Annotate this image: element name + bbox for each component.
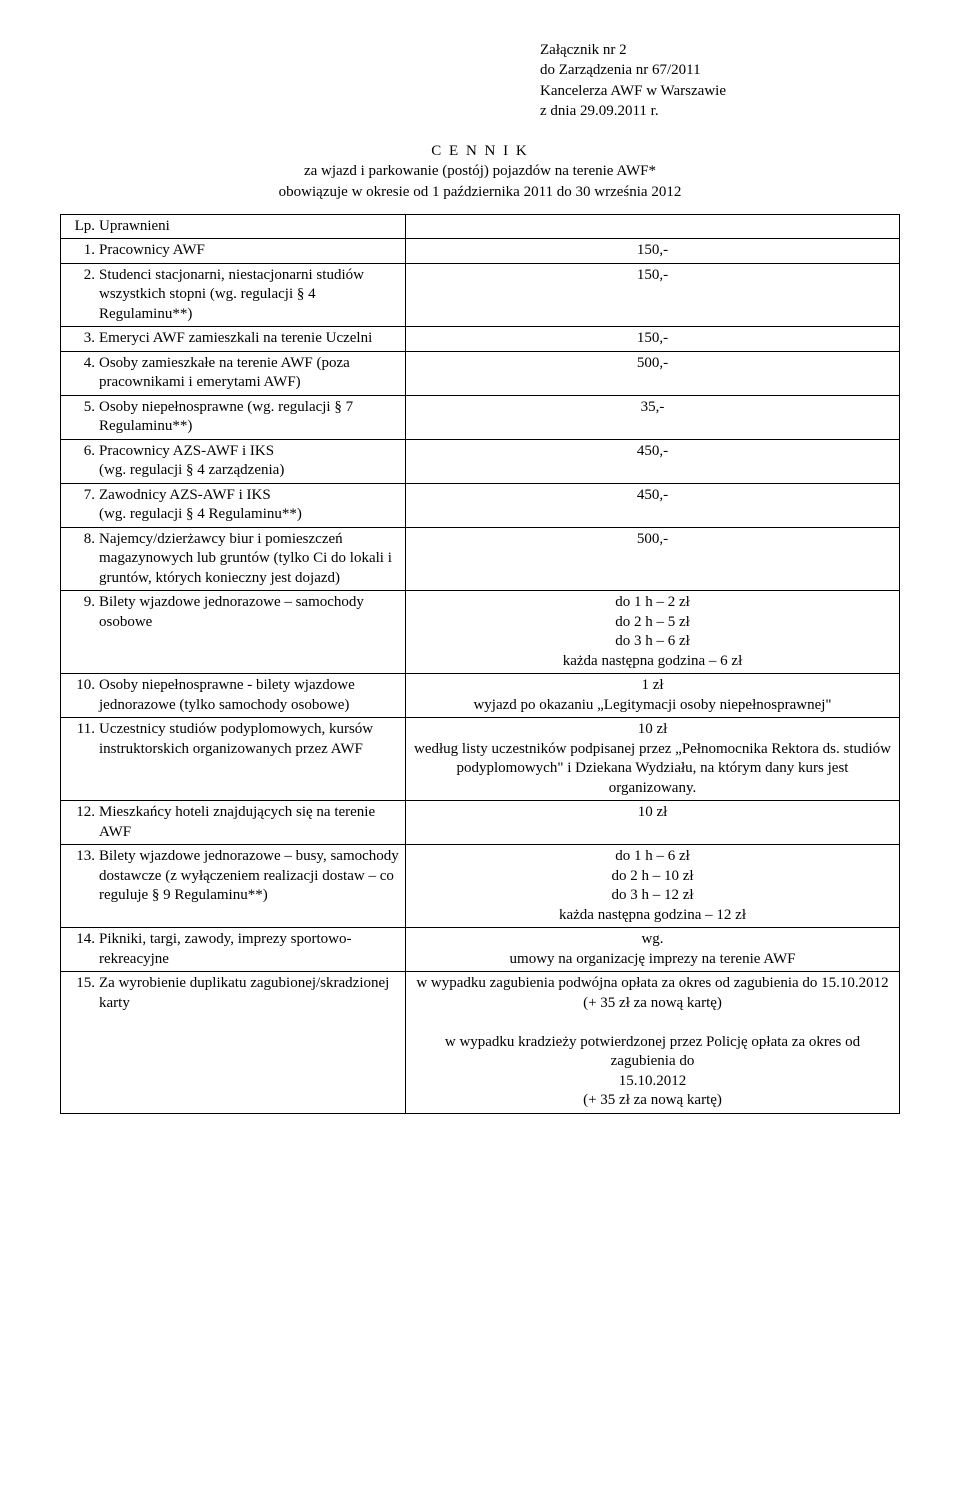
row-number: 1.	[61, 239, 98, 264]
row-value: do 1 h – 2 zł do 2 h – 5 zł do 3 h – 6 z…	[406, 591, 900, 674]
row-value: 10 zł według listy uczestników podpisane…	[406, 718, 900, 801]
price-table: Lp. Uprawnieni 1.Pracownicy AWF150,-2.St…	[60, 214, 900, 1114]
table-row: 15.Za wyrobienie duplikatu zagubionej/sk…	[61, 972, 900, 1114]
row-number: 8.	[61, 527, 98, 591]
row-description: Zawodnicy AZS-AWF i IKS (wg. regulacji §…	[97, 483, 406, 527]
title-line-2: za wjazd i parkowanie (postój) pojazdów …	[60, 161, 900, 181]
title-line-3: obowiązuje w okresie od 1 października 2…	[60, 182, 900, 202]
col-lp: Lp.	[61, 214, 98, 239]
row-value: w wypadku zagubienia podwójna opłata za …	[406, 972, 900, 1114]
table-row: 4.Osoby zamieszkałe na terenie AWF (poza…	[61, 351, 900, 395]
row-value: 150,-	[406, 327, 900, 352]
title-main: C E N N I K	[60, 141, 900, 161]
table-row: 14.Pikniki, targi, zawody, imprezy sport…	[61, 928, 900, 972]
row-description: Bilety wjazdowe jednorazowe – busy, samo…	[97, 845, 406, 928]
table-row: 13.Bilety wjazdowe jednorazowe – busy, s…	[61, 845, 900, 928]
row-description: Pracownicy AWF	[97, 239, 406, 264]
header-line-2: do Zarządzenia nr 67/2011	[540, 60, 900, 80]
header-line-3: Kancelerza AWF w Warszawie	[540, 81, 900, 101]
row-number: 9.	[61, 591, 98, 674]
row-description: Osoby niepełnosprawne (wg. regulacji § 7…	[97, 395, 406, 439]
row-number: 11.	[61, 718, 98, 801]
row-value: 35,-	[406, 395, 900, 439]
row-value: 500,-	[406, 351, 900, 395]
row-value: 450,-	[406, 483, 900, 527]
row-description: Za wyrobienie duplikatu zagubionej/skrad…	[97, 972, 406, 1114]
row-description: Pikniki, targi, zawody, imprezy sportowo…	[97, 928, 406, 972]
row-value: 500,-	[406, 527, 900, 591]
row-value: wg. umowy na organizację imprezy na tere…	[406, 928, 900, 972]
table-row: 8.Najemcy/dzierżawcy biur i pomieszczeń …	[61, 527, 900, 591]
row-value: do 1 h – 6 zł do 2 h – 10 zł do 3 h – 12…	[406, 845, 900, 928]
table-row: 7.Zawodnicy AZS-AWF i IKS (wg. regulacji…	[61, 483, 900, 527]
row-number: 2.	[61, 263, 98, 327]
row-description: Emeryci AWF zamieszkali na terenie Uczel…	[97, 327, 406, 352]
table-row: 10.Osoby niepełnosprawne - bilety wjazdo…	[61, 674, 900, 718]
table-row: 12.Mieszkańcy hoteli znajdujących się na…	[61, 801, 900, 845]
row-description: Osoby niepełnosprawne - bilety wjazdowe …	[97, 674, 406, 718]
title-block: C E N N I K za wjazd i parkowanie (postó…	[60, 141, 900, 202]
row-number: 5.	[61, 395, 98, 439]
row-number: 15.	[61, 972, 98, 1114]
row-number: 14.	[61, 928, 98, 972]
row-value: 1 zł wyjazd po okazaniu „Legitymacji oso…	[406, 674, 900, 718]
table-row: 3.Emeryci AWF zamieszkali na terenie Ucz…	[61, 327, 900, 352]
row-number: 13.	[61, 845, 98, 928]
attachment-header: Załącznik nr 2 do Zarządzenia nr 67/2011…	[540, 40, 900, 121]
row-description: Studenci stacjonarni, niestacjonarni stu…	[97, 263, 406, 327]
row-description: Pracownicy AZS-AWF i IKS (wg. regulacji …	[97, 439, 406, 483]
row-value: 450,-	[406, 439, 900, 483]
row-description: Mieszkańcy hoteli znajdujących się na te…	[97, 801, 406, 845]
table-row: 5.Osoby niepełnosprawne (wg. regulacji §…	[61, 395, 900, 439]
row-value: 10 zł	[406, 801, 900, 845]
table-row: 1.Pracownicy AWF150,-	[61, 239, 900, 264]
row-description: Uczestnicy studiów podyplomowych, kursów…	[97, 718, 406, 801]
table-header-row: Lp. Uprawnieni	[61, 214, 900, 239]
row-number: 4.	[61, 351, 98, 395]
row-number: 7.	[61, 483, 98, 527]
row-value: 150,-	[406, 263, 900, 327]
table-row: 6.Pracownicy AZS-AWF i IKS (wg. regulacj…	[61, 439, 900, 483]
row-number: 3.	[61, 327, 98, 352]
table-row: 2.Studenci stacjonarni, niestacjonarni s…	[61, 263, 900, 327]
row-value: 150,-	[406, 239, 900, 264]
row-number: 12.	[61, 801, 98, 845]
header-line-1: Załącznik nr 2	[540, 40, 900, 60]
table-row: 9.Bilety wjazdowe jednorazowe – samochod…	[61, 591, 900, 674]
row-number: 10.	[61, 674, 98, 718]
col-desc: Uprawnieni	[97, 214, 406, 239]
row-description: Osoby zamieszkałe na terenie AWF (poza p…	[97, 351, 406, 395]
row-number: 6.	[61, 439, 98, 483]
row-description: Najemcy/dzierżawcy biur i pomieszczeń ma…	[97, 527, 406, 591]
header-line-4: z dnia 29.09.2011 r.	[540, 101, 900, 121]
col-value	[406, 214, 900, 239]
row-description: Bilety wjazdowe jednorazowe – samochody …	[97, 591, 406, 674]
table-row: 11.Uczestnicy studiów podyplomowych, kur…	[61, 718, 900, 801]
